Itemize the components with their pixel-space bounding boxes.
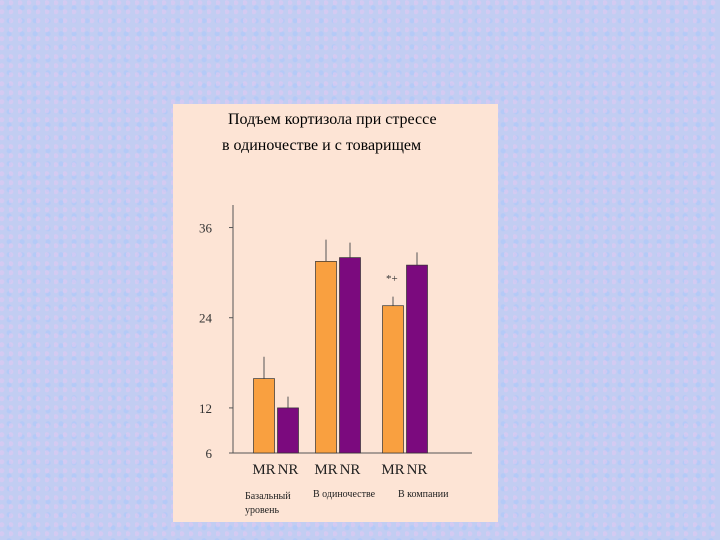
chart-title: в одиночестве и с товарищем bbox=[222, 137, 421, 154]
x-category-label: В одиночестве bbox=[313, 489, 376, 500]
bar bbox=[382, 305, 404, 454]
bar bbox=[253, 378, 275, 454]
legend-label: MR bbox=[381, 462, 404, 478]
y-tick-label: 6 bbox=[206, 446, 213, 461]
bar bbox=[277, 407, 299, 454]
legend-label: MR bbox=[314, 462, 337, 478]
legend-label: MR bbox=[252, 462, 275, 478]
y-tick-label: 36 bbox=[199, 221, 213, 236]
legend-label: NR bbox=[340, 462, 361, 478]
x-category-label: В компании bbox=[398, 489, 449, 500]
y-tick-label: 12 bbox=[199, 401, 212, 416]
annotation: *+ bbox=[386, 273, 398, 285]
chart-title: Подъем кортизола при стрессе bbox=[228, 111, 437, 128]
legend-label: NR bbox=[278, 462, 299, 478]
bar bbox=[339, 257, 361, 454]
x-category-label: Базальный уровень bbox=[245, 491, 291, 516]
bar bbox=[315, 261, 337, 454]
bar bbox=[406, 264, 428, 454]
y-tick-label: 24 bbox=[199, 311, 213, 326]
legend-label: NR bbox=[407, 462, 428, 478]
